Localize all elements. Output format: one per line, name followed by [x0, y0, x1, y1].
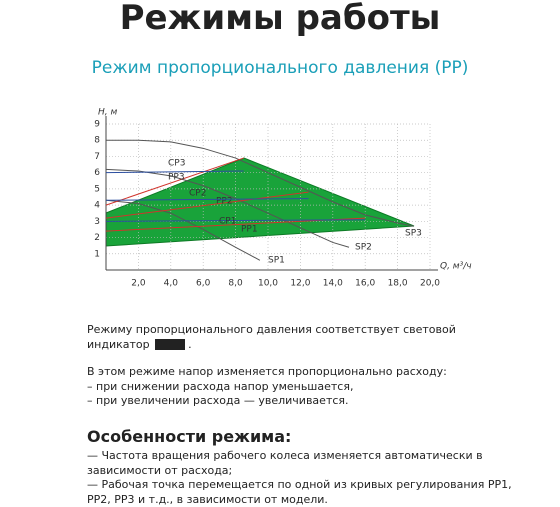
line: – при снижении расхода напор уменьшается…	[87, 380, 447, 395]
x-tick-label: 8,0	[228, 279, 243, 289]
list: — Частота вращения рабочего колеса измен…	[87, 449, 512, 507]
y-tick-label: 7	[94, 152, 100, 162]
x-tick-label: 18,0	[388, 279, 408, 289]
line: — Частота вращения рабочего колеса измен…	[87, 449, 512, 464]
working-zone	[106, 158, 414, 246]
x-tick-label: 6,0	[196, 279, 211, 289]
line: – при увеличении расхода — увеличивается…	[87, 394, 447, 409]
y-tick-label: 6	[94, 168, 100, 178]
y-tick-label: 1	[94, 249, 100, 259]
y-tick-label: 9	[94, 120, 100, 130]
line: зависимости от расхода;	[87, 464, 512, 479]
x-tick-label: 20,0	[420, 279, 440, 289]
paragraph: Режиму пропорционального давления соотве…	[87, 323, 456, 352]
curve-label: PP2	[216, 197, 233, 207]
curve-label: SP2	[355, 243, 372, 253]
x-tick-label: 14,0	[323, 279, 343, 289]
curve-label: SP3	[405, 229, 422, 239]
line: В этом режиме напор изменяется пропорцио…	[87, 365, 447, 380]
curve-label: CP1	[219, 217, 236, 227]
line: Режиму пропорционального давления соотве…	[87, 323, 456, 338]
y-tick-label: 5	[94, 184, 100, 194]
x-axis-label: Q, м³/ч	[440, 262, 472, 272]
y-axis-label: H, м	[98, 108, 117, 118]
chart: 1 2 3 4 5 6 7 8 9 2,0 4,0 6,0 8,0 10,0 12,0 14,0 16,0 18,…	[0, 0, 560, 310]
y-tick-label: 8	[94, 136, 100, 146]
text: .	[188, 338, 192, 351]
x-tick-label: 2,0	[131, 279, 146, 289]
x-tick-label: 10,0	[258, 279, 278, 289]
curve-label: CP2	[189, 189, 206, 199]
line: — Рабочая точка перемещается по одной из…	[87, 478, 512, 493]
line: PP2, PP3 и т.д., в зависимости от модели…	[87, 493, 512, 507]
y-tick-label: 4	[94, 201, 100, 211]
paragraph: В этом режиме напор изменяется пропорцио…	[87, 365, 447, 409]
heading: Особенности режима:	[87, 427, 291, 446]
curve-label: PP1	[241, 225, 258, 235]
curve-label: SP1	[268, 256, 285, 266]
line: индикатор .	[87, 338, 456, 353]
y-tick-label: 3	[94, 217, 100, 227]
curve-label: PP3	[168, 173, 185, 183]
x-tick-label: 4,0	[164, 279, 179, 289]
curve-label: CP3	[168, 159, 185, 169]
text: индикатор	[87, 338, 150, 351]
x-tick-label: 12,0	[290, 279, 310, 289]
indicator-icon	[155, 339, 185, 350]
y-tick-label: 2	[94, 233, 100, 243]
x-tick-label: 16,0	[355, 279, 375, 289]
